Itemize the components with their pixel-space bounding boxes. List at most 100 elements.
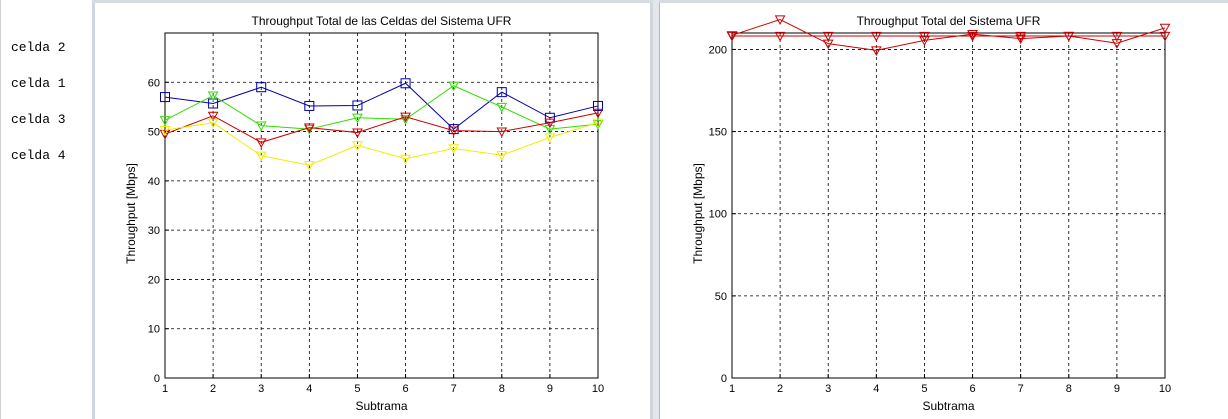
series-line-1 bbox=[731, 18, 1166, 51]
data-point bbox=[448, 81, 460, 92]
data-point bbox=[593, 100, 603, 111]
data-point bbox=[496, 87, 507, 98]
data-point bbox=[400, 115, 411, 125]
y-tick-label: 10 bbox=[148, 324, 160, 336]
chart-title: Throughput Total de las Celdas del Siste… bbox=[252, 14, 512, 28]
x-tick-label: 10 bbox=[592, 383, 604, 395]
series-line-1 bbox=[164, 82, 599, 130]
window-top-border bbox=[659, 0, 1228, 3]
data-point bbox=[448, 126, 460, 137]
data-point bbox=[160, 92, 170, 103]
data-point bbox=[303, 160, 315, 171]
data-point bbox=[544, 118, 556, 129]
x-tick-label: 6 bbox=[969, 383, 975, 395]
x-tick-label: 8 bbox=[499, 383, 505, 395]
data-point bbox=[255, 121, 267, 132]
data-point bbox=[400, 78, 411, 89]
data-point bbox=[592, 120, 604, 130]
y-tick-label: 40 bbox=[148, 176, 160, 188]
data-point bbox=[726, 31, 738, 42]
x-tick-label: 4 bbox=[873, 383, 879, 395]
x-tick-label: 1 bbox=[162, 383, 168, 395]
chart-title: Throughput Total del Sistema UFR bbox=[857, 14, 1041, 28]
chart-1: 1 2 3 4 5 6 7 8 9 10 0 10 20 30 40 50 60 Throughput Total… bbox=[124, 14, 604, 413]
y-tick-label: 50 bbox=[148, 127, 160, 139]
data-point bbox=[496, 151, 508, 161]
data-point bbox=[967, 30, 978, 40]
x-tick-label: 4 bbox=[306, 383, 312, 395]
data-point bbox=[870, 46, 882, 56]
x-axis-label: Subtrama bbox=[355, 399, 407, 413]
x-tick-label: 9 bbox=[547, 383, 553, 395]
series-line-3 bbox=[164, 112, 599, 143]
y-tick-label: 100 bbox=[709, 209, 727, 221]
x-tick-label: 5 bbox=[921, 383, 927, 395]
data-point bbox=[1159, 23, 1171, 34]
y-tick-label: 20 bbox=[148, 274, 160, 286]
y-axis-label: Throughput [Mbps] bbox=[691, 163, 705, 264]
data-point bbox=[544, 125, 556, 135]
y-tick-label: 0 bbox=[721, 373, 727, 385]
data-point bbox=[207, 111, 219, 122]
data-point bbox=[774, 31, 786, 42]
x-tick-label: 6 bbox=[402, 383, 408, 395]
data-point bbox=[159, 125, 171, 136]
plot-area bbox=[164, 32, 599, 379]
data-point bbox=[255, 138, 267, 148]
data-point bbox=[822, 31, 834, 42]
x-tick-label: 8 bbox=[1066, 383, 1072, 395]
data-point bbox=[303, 125, 315, 135]
x-tick-label: 1 bbox=[729, 383, 735, 395]
data-point bbox=[208, 98, 219, 109]
data-point bbox=[1063, 31, 1075, 42]
data-point bbox=[448, 144, 460, 154]
data-point bbox=[159, 129, 171, 140]
data-point bbox=[400, 154, 411, 165]
x-tick-label: 9 bbox=[1114, 383, 1120, 395]
x-tick-label: 7 bbox=[1018, 383, 1024, 395]
data-point bbox=[304, 100, 315, 111]
data-point bbox=[544, 133, 556, 144]
y-tick-label: 50 bbox=[715, 291, 727, 303]
legend-label-celda-2: celda 2 bbox=[11, 40, 66, 55]
x-tick-label: 3 bbox=[258, 383, 264, 395]
y-tick-label: 30 bbox=[148, 225, 160, 237]
x-tick-label: 2 bbox=[777, 383, 783, 395]
data-point bbox=[207, 118, 219, 129]
data-point bbox=[1015, 31, 1027, 42]
data-point bbox=[400, 112, 411, 123]
data-point bbox=[592, 118, 604, 129]
data-point bbox=[967, 31, 978, 42]
data-point bbox=[870, 31, 882, 42]
x-tick-label: 2 bbox=[210, 383, 216, 395]
legend-label-celda-3: celda 3 bbox=[11, 112, 66, 127]
y-tick-label: 150 bbox=[709, 127, 727, 139]
data-point bbox=[352, 141, 363, 151]
data-point bbox=[1015, 34, 1027, 45]
data-point bbox=[919, 31, 930, 42]
x-tick-label: 3 bbox=[825, 383, 831, 395]
x-tick-label: 7 bbox=[451, 383, 457, 395]
window-divider bbox=[653, 0, 659, 419]
y-axis-label: Throughput [Mbps] bbox=[124, 163, 138, 264]
data-point bbox=[352, 113, 363, 124]
data-point bbox=[255, 151, 267, 162]
y-tick-label: 200 bbox=[709, 44, 727, 56]
window-top-border bbox=[92, 0, 653, 3]
data-point bbox=[496, 127, 508, 138]
data-point bbox=[592, 108, 604, 119]
data-point bbox=[352, 128, 363, 139]
y-tick-label: 0 bbox=[154, 373, 160, 385]
data-point bbox=[159, 116, 171, 126]
data-point bbox=[352, 100, 363, 111]
legend-label-celda-4: celda 4 bbox=[11, 148, 66, 163]
x-tick-label: 10 bbox=[1159, 383, 1171, 395]
data-point bbox=[1159, 31, 1171, 42]
command-window-strip: celda 2 celda 1 celda 3 celda 4 bbox=[0, 0, 92, 419]
x-tick-label: 5 bbox=[354, 383, 360, 395]
data-point bbox=[1111, 31, 1123, 42]
data-point bbox=[207, 91, 219, 102]
series-line-2 bbox=[164, 85, 599, 130]
